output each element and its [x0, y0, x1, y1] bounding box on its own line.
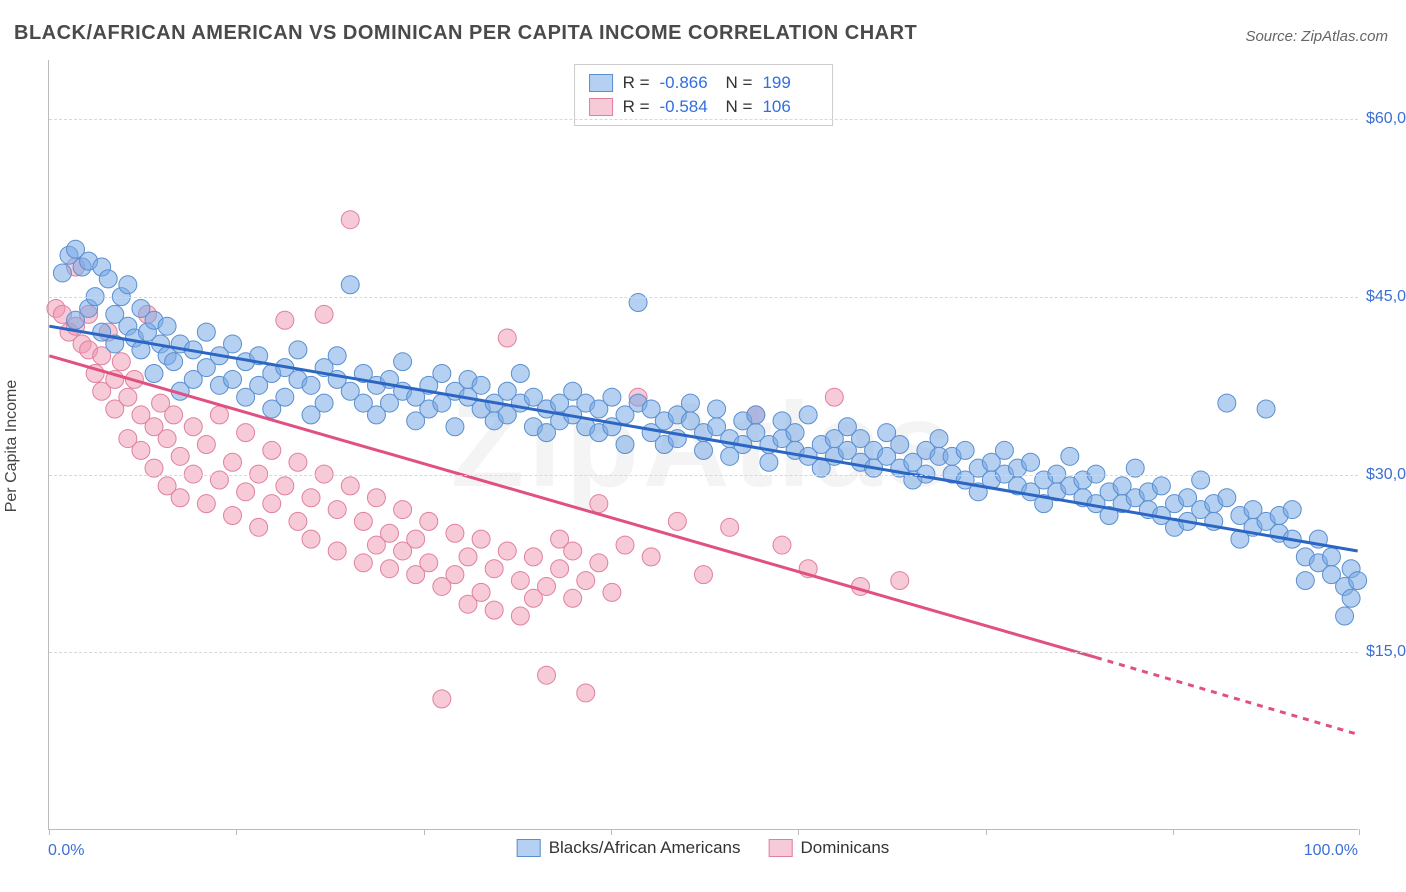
gridline: [49, 652, 1358, 653]
bottom-legend: Blacks/African Americans Dominicans: [517, 838, 890, 858]
stat-label-n: N =: [726, 73, 753, 93]
y-axis-title: Per Capita Income: [3, 380, 21, 513]
x-axis-max-label: 100.0%: [1304, 842, 1358, 860]
legend-label-a: Blacks/African Americans: [549, 838, 741, 858]
stat-label-r: R =: [623, 97, 650, 117]
y-tick-label: $45,000: [1358, 288, 1406, 306]
stats-legend-box: R = -0.866 N = 199 R = -0.584 N = 106: [574, 64, 834, 126]
stat-value-n-a: 199: [762, 73, 818, 93]
x-tick: [798, 829, 799, 835]
source-label: Source: ZipAtlas.com: [1245, 28, 1388, 45]
x-tick: [611, 829, 612, 835]
swatch-series-a: [589, 74, 613, 92]
plot-area: ZipAtlas R = -0.866 N = 199 R = -0.584 N…: [48, 60, 1358, 830]
gridline: [49, 297, 1358, 298]
legend-item-b: Dominicans: [768, 838, 889, 858]
x-axis-min-label: 0.0%: [48, 842, 84, 860]
gridline: [49, 475, 1358, 476]
stats-row-a: R = -0.866 N = 199: [589, 71, 819, 95]
stat-value-n-b: 106: [762, 97, 818, 117]
y-tick-label: $60,000: [1358, 110, 1406, 128]
stat-value-r-b: -0.584: [660, 97, 716, 117]
stat-label-n: N =: [726, 97, 753, 117]
swatch-series-a: [517, 839, 541, 857]
stat-value-r-a: -0.866: [660, 73, 716, 93]
x-tick: [49, 829, 50, 835]
chart-title: BLACK/AFRICAN AMERICAN VS DOMINICAN PER …: [14, 22, 917, 45]
y-tick-label: $15,000: [1358, 643, 1406, 661]
swatch-series-b: [768, 839, 792, 857]
gridline: [49, 119, 1358, 120]
legend-label-b: Dominicans: [800, 838, 889, 858]
x-tick: [424, 829, 425, 835]
x-tick: [236, 829, 237, 835]
swatch-series-b: [589, 98, 613, 116]
x-tick: [986, 829, 987, 835]
trendline-layer: [49, 60, 1358, 829]
stat-label-r: R =: [623, 73, 650, 93]
stats-row-b: R = -0.584 N = 106: [589, 95, 819, 119]
legend-item-a: Blacks/African Americans: [517, 838, 741, 858]
chart-container: BLACK/AFRICAN AMERICAN VS DOMINICAN PER …: [0, 0, 1406, 892]
x-tick: [1173, 829, 1174, 835]
y-tick-label: $30,000: [1358, 466, 1406, 484]
x-tick: [1359, 829, 1360, 835]
